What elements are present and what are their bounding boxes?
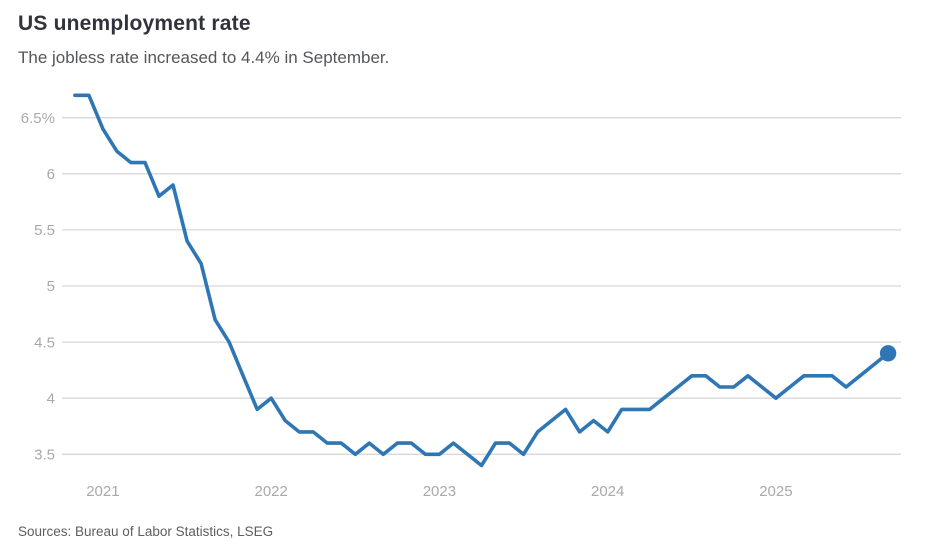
unemployment-rate-line xyxy=(73,93,890,468)
y-tick-label: 6 xyxy=(47,166,55,183)
y-tick-label: 4 xyxy=(47,390,55,407)
chart-source: Sources: Bureau of Labor Statistics, LSE… xyxy=(18,524,274,539)
y-tick-label: 6.5% xyxy=(21,110,55,127)
x-tick-label: 2021 xyxy=(86,483,119,500)
y-tick-label: 3.5 xyxy=(34,447,55,464)
y-tick-label: 5 xyxy=(47,278,55,295)
endpoint-dot xyxy=(879,345,897,362)
x-tick-label: 2022 xyxy=(255,483,288,500)
chart-title: US unemployment rate xyxy=(18,12,251,35)
x-tick-label: 2025 xyxy=(759,483,792,500)
x-tick-label: 2024 xyxy=(591,483,624,500)
x-tick-label: 2023 xyxy=(423,483,456,500)
y-tick-label: 4.5 xyxy=(34,334,55,351)
y-tick-label: 5.5 xyxy=(34,222,55,239)
chart-subtitle: The jobless rate increased to 4.4% in Se… xyxy=(18,48,390,67)
